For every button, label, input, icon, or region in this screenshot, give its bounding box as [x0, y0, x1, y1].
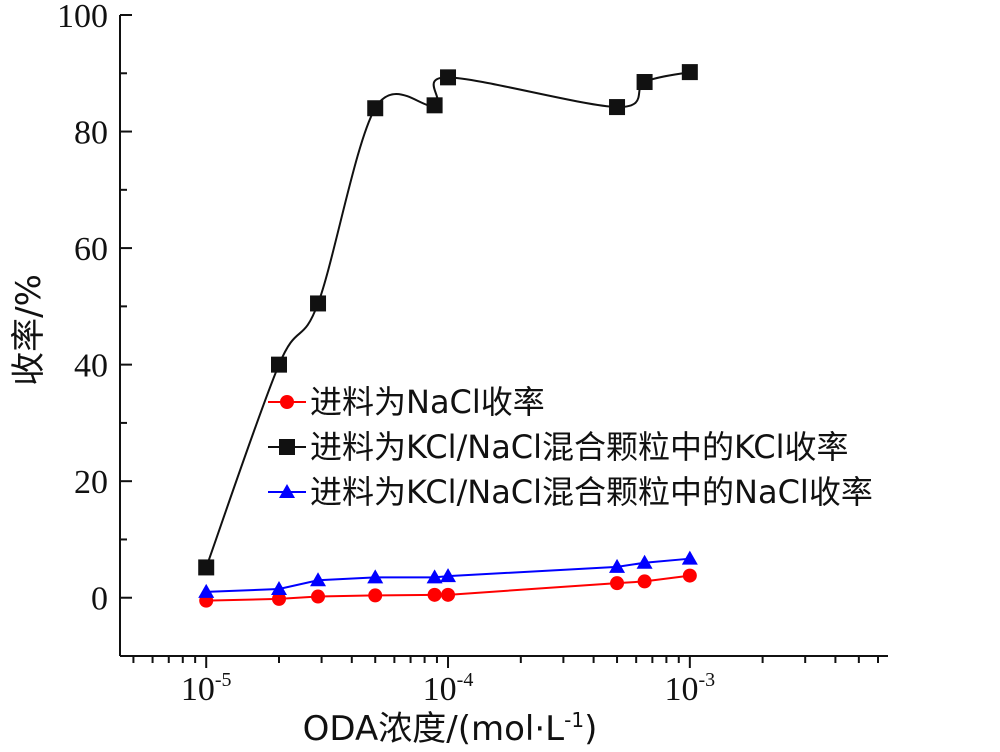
series-3-point	[609, 558, 626, 573]
series-2-point	[426, 97, 443, 114]
legend-item-2: 进料为KCl/NaCl混合颗粒中的KCl收率	[268, 428, 849, 466]
series-1-point	[610, 576, 625, 591]
legend-item-1: 进料为NaCl收率	[268, 383, 545, 421]
series-2-point	[440, 69, 457, 86]
series-2-point	[636, 74, 653, 91]
series-1-point	[427, 587, 442, 602]
series-1-point	[368, 588, 383, 603]
y-tick-label: 40	[74, 348, 108, 385]
series-3-point	[271, 580, 288, 595]
y-tick-label: 80	[74, 115, 108, 152]
series-1-point	[311, 589, 326, 604]
series-2-point	[310, 295, 327, 312]
x-tick-label: 10-5	[181, 669, 232, 708]
legend: 进料为NaCl收率进料为KCl/NaCl混合颗粒中的KCl收率进料为KCl/Na…	[268, 383, 873, 511]
series-3-point	[367, 569, 384, 584]
series-2-point	[271, 356, 288, 373]
legend-label: 进料为KCl/NaCl混合颗粒中的NaCl收率	[310, 473, 873, 511]
x-axis-title: ODA浓度/(mol·L-1)	[303, 708, 598, 749]
series-3-point	[636, 554, 653, 569]
legend-label: 进料为NaCl收率	[310, 383, 545, 421]
axes: 0 20 40 60 80 100 10-5 10-4 10-3	[57, 0, 888, 708]
series-3	[198, 550, 698, 598]
x-axis-title-sup: -1	[564, 708, 584, 732]
series-1-point	[441, 587, 456, 602]
series-2-point	[681, 64, 698, 81]
legend-item-3: 进料为KCl/NaCl混合颗粒中的NaCl收率	[268, 473, 873, 511]
series-2	[198, 64, 698, 576]
series-2-point	[367, 100, 384, 117]
series-1-point	[682, 568, 697, 583]
x-tick-label: 10-4	[423, 669, 474, 708]
series-3-point	[681, 550, 698, 565]
series-1-point	[637, 574, 652, 589]
series-3-point	[198, 583, 215, 598]
legend-marker	[279, 439, 295, 455]
legend-marker	[280, 395, 294, 409]
series-3-point	[310, 572, 327, 587]
series-layer	[198, 64, 698, 608]
series-3-point	[440, 568, 457, 583]
series-1-point	[272, 591, 287, 606]
y-axis-title: 收率/%	[9, 274, 49, 386]
x-tick-label: 10-3	[664, 669, 715, 708]
series-2-point	[198, 559, 215, 576]
y-tick-label: 60	[74, 231, 108, 268]
series-2-point	[609, 99, 626, 116]
legend-label: 进料为KCl/NaCl混合颗粒中的KCl收率	[310, 428, 849, 466]
x-axis-title-main: ODA浓度/(mol·L	[303, 709, 564, 749]
y-tick-label: 100	[57, 0, 108, 35]
legend-marker	[279, 484, 295, 498]
y-tick-label: 20	[74, 464, 108, 501]
x-axis-title-tail: )	[584, 709, 597, 749]
series-3-point	[426, 569, 443, 584]
y-tick-label: 0	[91, 581, 108, 618]
